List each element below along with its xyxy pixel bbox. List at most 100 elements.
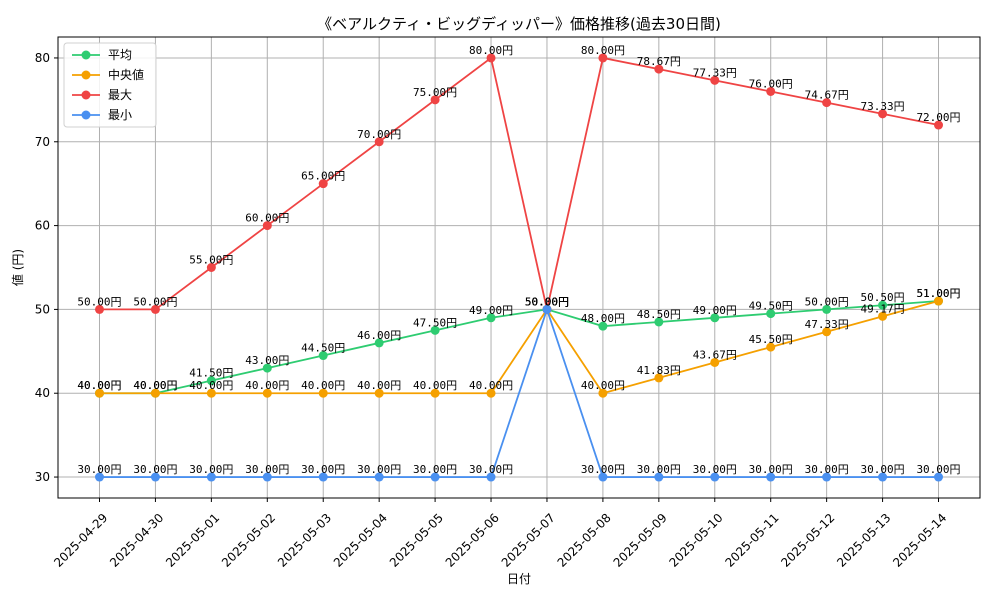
y-tick-label: 80 — [35, 51, 50, 65]
data-point — [878, 472, 888, 482]
plot-frame — [57, 36, 981, 499]
data-label: 78.67円 — [637, 55, 681, 68]
data-point — [94, 304, 104, 314]
data-point — [486, 472, 496, 482]
legend-swatch-marker — [81, 110, 91, 120]
data-label: 50.00円 — [525, 295, 569, 308]
data-label: 30.00円 — [413, 463, 457, 476]
y-tick-label: 50 — [35, 302, 50, 316]
data-point — [878, 311, 888, 321]
data-point — [934, 296, 944, 306]
data-label: 30.00円 — [77, 463, 121, 476]
legend-label: 中央値 — [108, 67, 144, 82]
data-point — [374, 472, 384, 482]
data-label: 30.00円 — [637, 463, 681, 476]
data-label: 60.00円 — [245, 212, 289, 225]
data-point — [94, 472, 104, 482]
data-point — [206, 472, 216, 482]
data-point — [318, 351, 328, 361]
data-point — [710, 75, 720, 85]
data-point — [822, 304, 832, 314]
data-label: 47.50円 — [413, 316, 457, 329]
data-point — [766, 342, 776, 352]
y-tick-label: 30 — [35, 470, 50, 484]
data-point — [598, 53, 608, 63]
y-tick-label: 40 — [35, 386, 50, 400]
data-label: 49.17円 — [861, 302, 905, 315]
data-label: 30.00円 — [357, 463, 401, 476]
data-point — [934, 472, 944, 482]
data-label: 40.00円 — [189, 379, 233, 392]
data-label: 50.00円 — [77, 295, 121, 308]
series-line — [99, 300, 939, 395]
data-label: 40.00円 — [301, 379, 345, 392]
data-point — [598, 472, 608, 482]
data-label: 70.00円 — [357, 128, 401, 141]
data-point — [262, 363, 272, 373]
data-label: 48.00円 — [581, 312, 625, 325]
data-point — [318, 472, 328, 482]
legend-swatch-marker — [81, 50, 91, 60]
legend-box — [63, 42, 157, 128]
data-label: 49.00円 — [469, 304, 513, 317]
data-label: 49.50円 — [749, 300, 793, 313]
x-axis-label: 日付 — [507, 572, 531, 586]
data-label: 43.00円 — [245, 354, 289, 367]
legend-label: 最大 — [108, 88, 132, 102]
data-label: 77.33円 — [693, 66, 737, 79]
data-point — [206, 376, 216, 386]
data-label: 80.00円 — [469, 44, 513, 57]
data-point — [150, 304, 160, 314]
data-label: 80.00円 — [581, 44, 625, 57]
data-point — [878, 300, 888, 310]
data-point — [822, 98, 832, 108]
data-label: 65.00円 — [301, 170, 345, 183]
data-point — [262, 472, 272, 482]
data-labels: 40.00円 40.00円41.50円43.00円44.50円46.00円47.5… — [77, 44, 960, 476]
data-label: 75.00円 — [413, 86, 457, 99]
data-point — [654, 64, 664, 74]
data-point — [374, 388, 384, 398]
data-point — [934, 120, 944, 130]
data-label: 40.00円 — [469, 379, 513, 392]
legend-label: 最小 — [108, 108, 132, 122]
data-label: 30.00円 — [916, 463, 960, 476]
data-point — [318, 179, 328, 189]
data-point — [150, 472, 160, 482]
data-label: 30.00円 — [693, 463, 737, 476]
data-point — [262, 221, 272, 231]
data-point — [710, 313, 720, 323]
data-label: 40.00円 — [357, 379, 401, 392]
data-label: 51.00円 — [916, 287, 960, 300]
data-label: 40.00円 — [77, 379, 121, 392]
data-point — [486, 388, 496, 398]
data-label: 30.00円 — [469, 463, 513, 476]
legend-label: 平均 — [108, 48, 132, 62]
data-label: 30.00円 — [805, 463, 849, 476]
data-label: 30.00円 — [749, 463, 793, 476]
data-point — [878, 109, 888, 119]
data-label: 40.00円 — [245, 379, 289, 392]
data-point — [542, 304, 552, 314]
data-label: 46.00円 — [357, 329, 401, 342]
data-point — [430, 95, 440, 105]
y-axis-label: 値 (円) — [10, 249, 25, 286]
data-point — [654, 317, 664, 327]
data-point — [374, 338, 384, 348]
legend-swatch-marker — [81, 90, 91, 100]
data-point — [766, 309, 776, 319]
data-point — [766, 472, 776, 482]
data-point — [206, 388, 216, 398]
data-label: 30.00円 — [245, 463, 289, 476]
data-label: 40.00円 — [133, 379, 177, 392]
data-point — [486, 313, 496, 323]
data-label: 48.50円 — [637, 308, 681, 321]
data-label: 30.00円 — [861, 463, 905, 476]
data-point — [318, 388, 328, 398]
series-3 — [94, 304, 944, 482]
data-label: 30.00円 — [189, 463, 233, 476]
data-point — [94, 388, 104, 398]
series-lines — [94, 53, 944, 482]
